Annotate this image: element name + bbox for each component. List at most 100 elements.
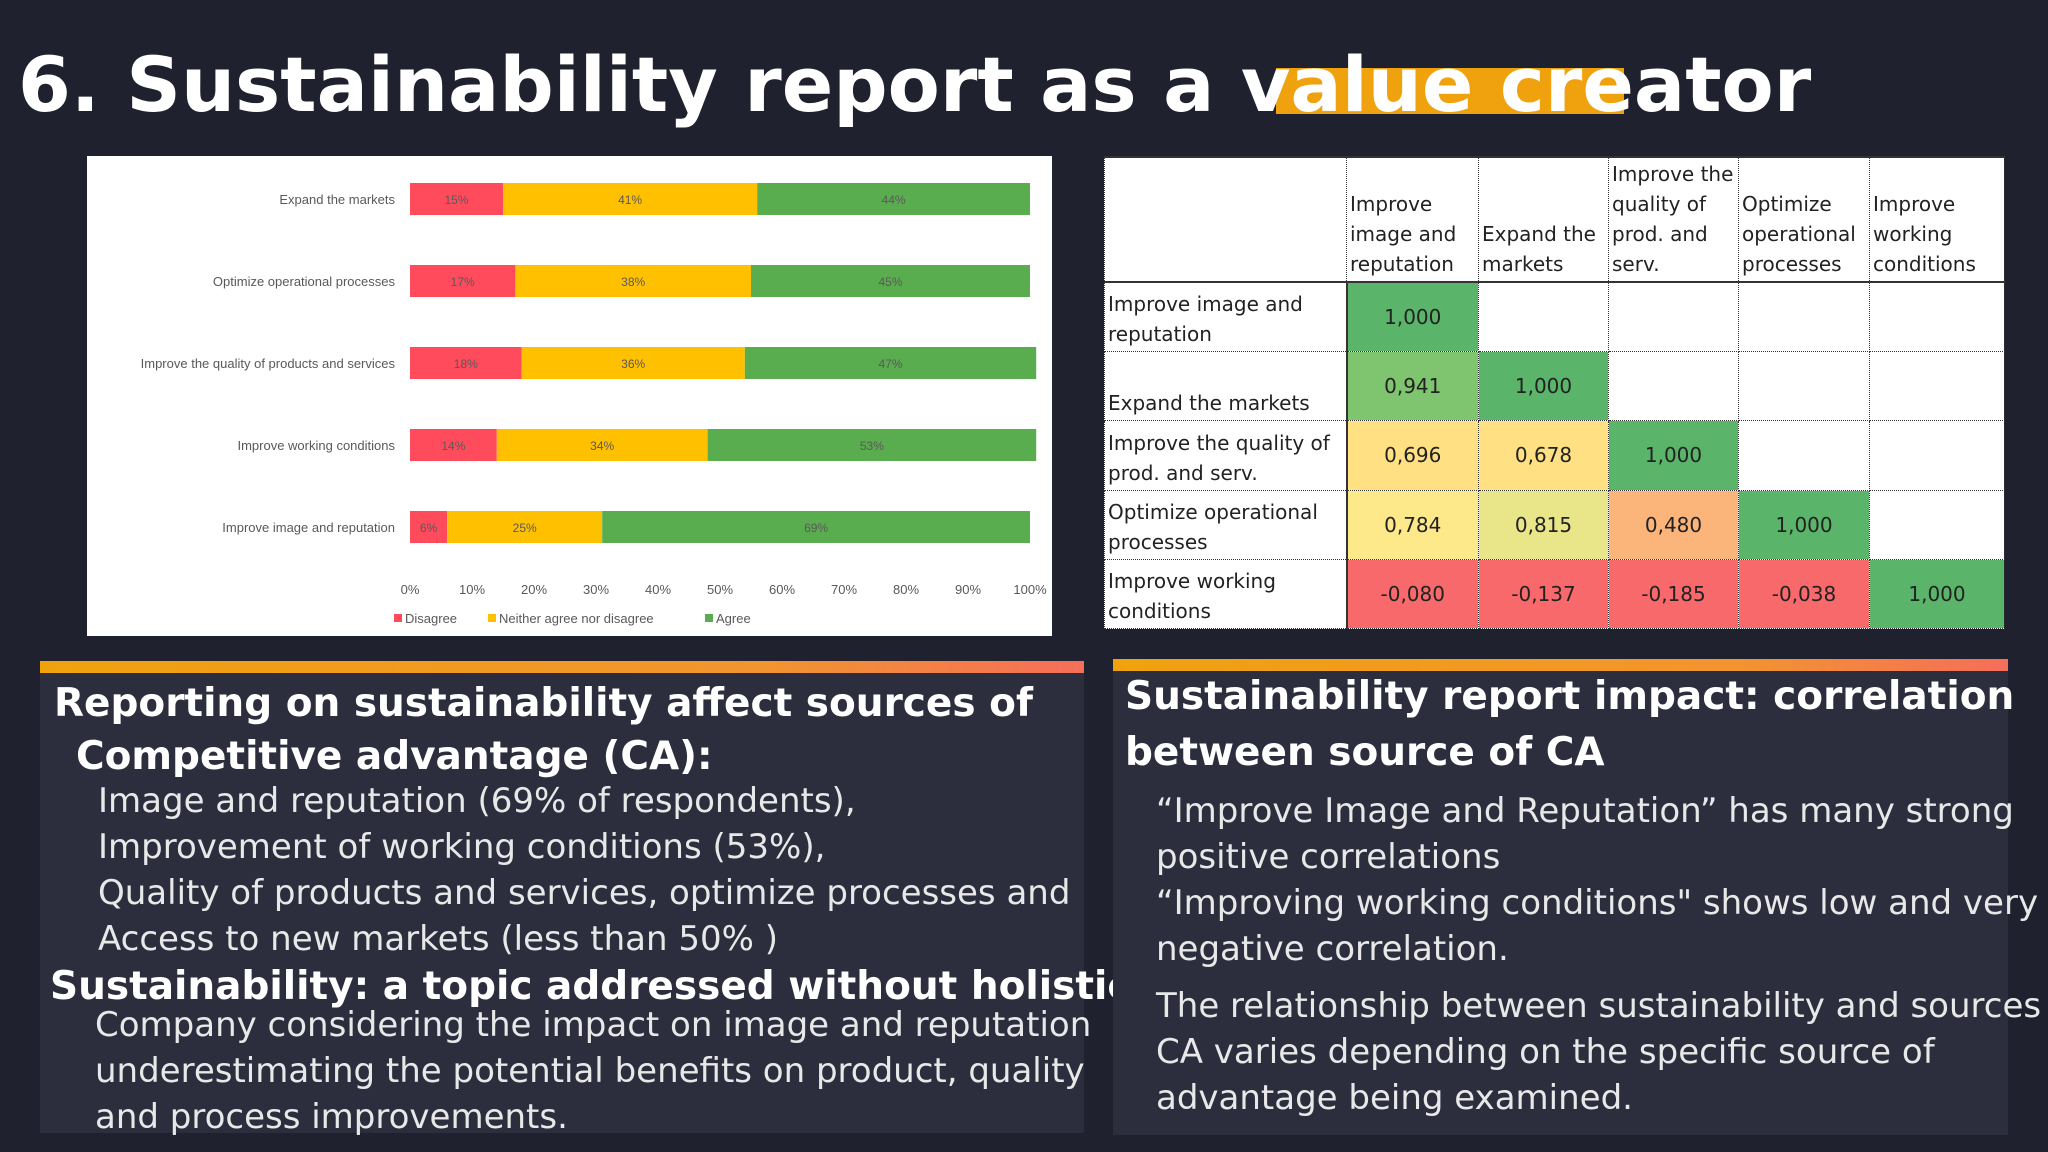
left-accent-bar — [40, 661, 1084, 673]
column-header: Improve working conditions — [1869, 155, 2005, 284]
column-header: Improve image and reputation — [1346, 155, 1479, 284]
data-label: 69% — [804, 521, 828, 535]
data-label: 17% — [451, 275, 475, 289]
correlation-cell — [1869, 351, 2005, 422]
data-label: 15% — [444, 193, 468, 207]
row-header: Optimize operational processes — [1104, 489, 1348, 560]
x-tick-label: 30% — [583, 582, 609, 597]
left-bullet: Quality of products and services, optimi… — [98, 873, 1071, 913]
data-label: 44% — [882, 193, 906, 207]
correlation-matrix: Improve image and reputation Expand the … — [1104, 155, 2005, 630]
legend-label: Agree — [716, 611, 751, 626]
bar-segment — [410, 429, 497, 461]
correlation-cell: 0,784 — [1346, 489, 1479, 560]
data-label: 6% — [420, 521, 438, 535]
x-tick-label: 0% — [401, 582, 420, 597]
right-paragraph-line: advantage being examined. — [1156, 1078, 1633, 1118]
data-label: 18% — [454, 357, 478, 371]
bar-segment — [757, 183, 1030, 215]
left-bullet: Improvement of working conditions (53%), — [98, 827, 826, 867]
category-label: Optimize operational processes — [213, 274, 396, 289]
stacked-bar-chart: Expand the markets 15% 41% 44% Optimize oper… — [141, 183, 1047, 626]
data-label: 14% — [441, 439, 465, 453]
correlation-cell — [1608, 351, 1739, 422]
right-heading-line2: between source of CA — [1125, 730, 1605, 775]
bar-segment — [503, 183, 758, 215]
correlation-corner-cell — [1104, 155, 1347, 284]
data-label: 38% — [621, 275, 645, 289]
correlation-row: Expand the markets 0,941 1,000 — [1104, 351, 2005, 422]
x-tick-label: 80% — [893, 582, 919, 597]
left-bullet: Image and reputation (69% of respondents… — [98, 781, 856, 821]
column-header: Optimize operational processes — [1738, 155, 1870, 284]
bar-segment — [744, 347, 1037, 379]
left-bullet: Access to new markets (less than 50% ) — [98, 919, 778, 959]
x-tick-label: 50% — [707, 582, 733, 597]
correlation-cell — [1869, 489, 2005, 560]
bar-segment — [410, 511, 448, 543]
correlation-cell — [1738, 420, 1870, 491]
correlation-row: Optimize operational processes 0,784 0,8… — [1104, 489, 2005, 560]
category-label: Improve working conditions — [237, 438, 395, 453]
bar-segment — [751, 265, 1030, 297]
left-heading-line2: Competitive advantage (CA): — [76, 734, 713, 779]
right-text-box — [1113, 671, 2008, 1135]
correlation-cell: 0,480 — [1608, 489, 1739, 560]
legend-swatch — [394, 614, 402, 622]
bar-segment — [496, 429, 708, 461]
correlation-panel: Improve image and reputation Expand the … — [1104, 155, 2005, 630]
correlation-cell: 0,815 — [1478, 489, 1609, 560]
data-label: 25% — [513, 521, 537, 535]
left-paragraph-line: Company considering the impact on image … — [95, 1005, 1092, 1045]
left-text-box — [40, 673, 1084, 1133]
bar-segment — [447, 511, 603, 543]
correlation-cell — [1738, 281, 1870, 353]
x-tick-label: 90% — [955, 582, 981, 597]
left-paragraph-line: underestimating the potential benefits o… — [95, 1051, 1085, 1091]
right-line: “Improve Image and Reputation” has many … — [1156, 791, 2014, 831]
right-line: positive correlations — [1156, 837, 1501, 877]
correlation-cell: 1,000 — [1608, 420, 1739, 491]
correlation-cell: -0,080 — [1346, 558, 1479, 630]
bar-segment — [521, 347, 745, 379]
legend-swatch — [705, 614, 713, 622]
right-paragraph-line: The relationship between sustainability … — [1156, 986, 2048, 1026]
right-accent-bar — [1113, 659, 2008, 671]
correlation-row: Improve working conditions -0,080 -0,137… — [1104, 558, 2005, 630]
page-title: 6. Sustainability report as a value crea… — [18, 40, 1812, 129]
correlation-cell: 0,696 — [1346, 420, 1479, 491]
correlation-cell: 0,678 — [1478, 420, 1609, 491]
row-header: Expand the markets — [1104, 351, 1348, 422]
x-tick-label: 20% — [521, 582, 547, 597]
legend-swatch — [488, 614, 496, 622]
right-heading-line1: Sustainability report impact: correlatio… — [1125, 674, 2015, 719]
x-tick-label: 70% — [831, 582, 857, 597]
legend-label: Disagree — [405, 611, 457, 626]
correlation-header-row: Improve image and reputation Expand the … — [1104, 155, 2005, 284]
row-header: Improve image and reputation — [1104, 281, 1348, 353]
correlation-row: Improve the quality of prod. and serv. 0… — [1104, 420, 2005, 491]
bar-segment — [410, 347, 522, 379]
x-tick-label: 60% — [769, 582, 795, 597]
x-tick-label: 40% — [645, 582, 671, 597]
left-heading-line1: Reporting on sustainability affect sourc… — [54, 681, 1033, 726]
legend-label: Neither agree nor disagree — [499, 611, 654, 626]
correlation-cell — [1738, 351, 1870, 422]
column-header: Improve the quality of prod. and serv. — [1608, 155, 1739, 284]
left-heading2: Sustainability: a topic addressed withou… — [50, 964, 1246, 1009]
data-label: 41% — [618, 193, 642, 207]
bar-segment — [410, 183, 503, 215]
correlation-cell: 1,000 — [1478, 351, 1609, 422]
row-header: Improve the quality of prod. and serv. — [1104, 420, 1348, 491]
right-line: negative correlation. — [1156, 929, 1509, 969]
x-tick-label: 100% — [1013, 582, 1047, 597]
column-header: Expand the markets — [1478, 155, 1609, 284]
correlation-cell — [1869, 281, 2005, 353]
correlation-cell: -0,185 — [1608, 558, 1739, 630]
correlation-cell: -0,137 — [1478, 558, 1609, 630]
correlation-cell: 0,941 — [1346, 351, 1479, 422]
data-label: 34% — [590, 439, 614, 453]
x-tick-label: 10% — [459, 582, 485, 597]
correlation-cell: -0,038 — [1738, 558, 1870, 630]
data-label: 53% — [860, 439, 884, 453]
